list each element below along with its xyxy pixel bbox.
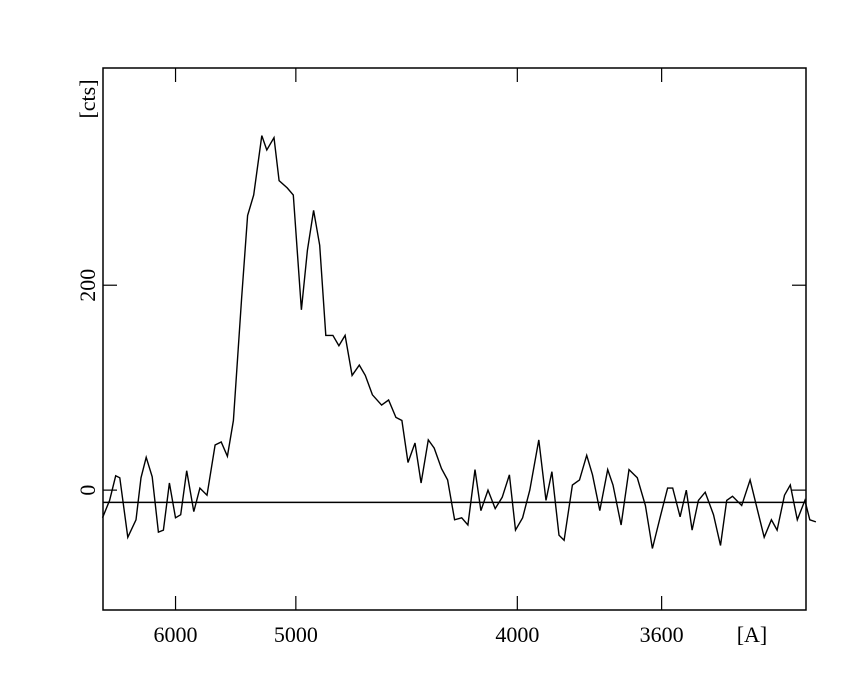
x-axis-label: [A]	[737, 622, 768, 647]
y-tick-label: 0	[75, 485, 100, 496]
x-tick-label: 3600	[640, 622, 684, 647]
x-tick-label: 4000	[495, 622, 539, 647]
x-tick-label: 5000	[274, 622, 318, 647]
y-axis-label: [cts]	[75, 79, 100, 118]
y-tick-label: 200	[75, 269, 100, 302]
plot-frame	[102, 67, 807, 611]
spectrum-line	[101, 135, 817, 549]
x-tick-label: 6000	[154, 622, 198, 647]
